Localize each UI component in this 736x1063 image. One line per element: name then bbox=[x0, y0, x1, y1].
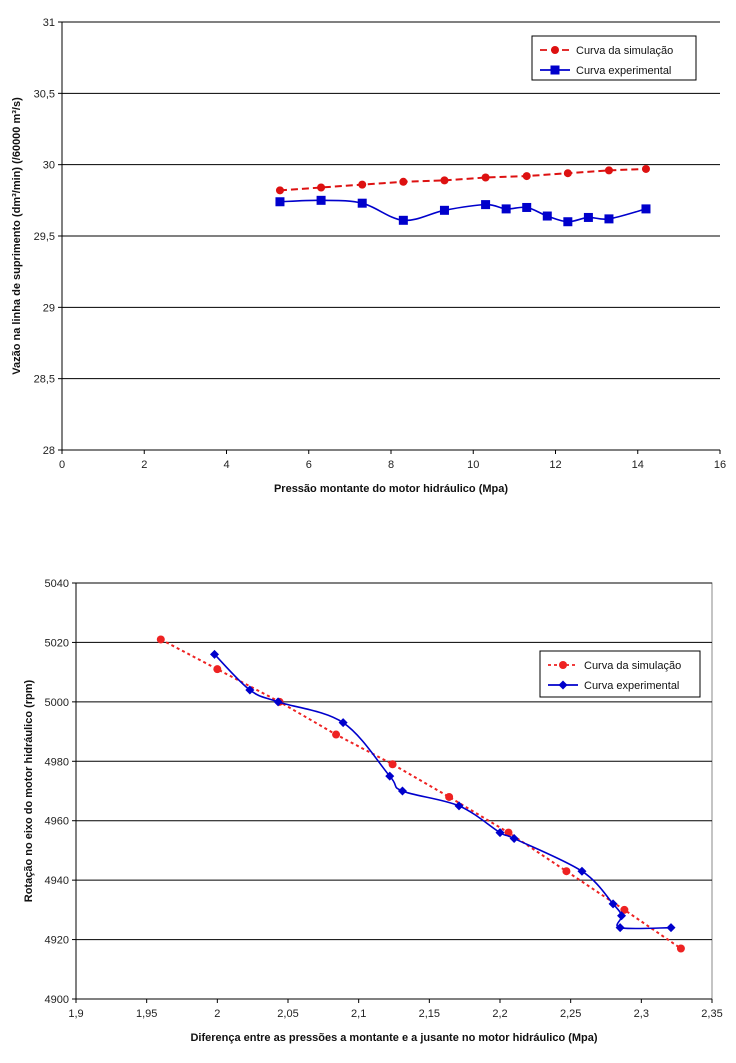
legend-label: Curva experimental bbox=[584, 680, 679, 692]
data-point-series-2 bbox=[641, 204, 651, 214]
data-point-series-2 bbox=[275, 197, 285, 207]
x-tick-label: 12 bbox=[549, 459, 561, 471]
y-tick-label: 29,5 bbox=[34, 231, 55, 243]
data-point-series-1 bbox=[676, 944, 685, 953]
data-point-series-2 bbox=[608, 899, 618, 909]
data-point-series-2 bbox=[397, 786, 407, 796]
data-point-series-1 bbox=[562, 867, 571, 876]
data-point-series-2 bbox=[439, 205, 449, 215]
flow-vs-pressure-chart: 28 28,5 29 29,5 30 30,5 31 0 2 4 6 8 10 12 14 16 Pressão… bbox=[11, 17, 726, 495]
data-point-series-2 bbox=[210, 649, 220, 659]
x-tick-label: 0 bbox=[59, 459, 65, 471]
data-point-series-2 bbox=[542, 211, 552, 221]
x-tick-label: 2,15 bbox=[419, 1008, 440, 1020]
y-axis-title: Vazão na linha de suprimento (dm³/min) (… bbox=[11, 97, 23, 375]
x-tick-label: 6 bbox=[306, 459, 312, 471]
x-axis-title: Pressão montante do motor hidráulico (Mp… bbox=[274, 483, 508, 495]
data-point-series-2 bbox=[385, 771, 395, 781]
y-tick-label: 4960 bbox=[45, 816, 69, 828]
y-tick-label: 30 bbox=[43, 160, 55, 172]
y-tick-label: 28 bbox=[43, 445, 55, 457]
data-point-series-1 bbox=[156, 635, 165, 644]
data-point-series-1 bbox=[620, 905, 629, 914]
legend-marker bbox=[558, 680, 568, 690]
x-tick-label: 2,25 bbox=[560, 1008, 581, 1020]
data-point-series-2 bbox=[563, 217, 573, 227]
series-line-1 bbox=[279, 167, 647, 192]
y-tick-label: 30,5 bbox=[34, 88, 55, 100]
rotation-vs-pressure-difference-chart: 4900 4920 4940 4960 4980 5000 5020 5040 1,9 1,95 2… bbox=[23, 578, 723, 1044]
legend-marker bbox=[550, 65, 560, 75]
data-point-series-1 bbox=[275, 186, 284, 195]
y-tick-label: 4940 bbox=[45, 875, 69, 887]
data-point-series-1 bbox=[399, 177, 408, 186]
x-tick-label: 2,35 bbox=[701, 1008, 722, 1020]
y-tick-label: 4980 bbox=[45, 756, 69, 768]
y-tick-label: 5000 bbox=[45, 697, 69, 709]
data-point-series-2 bbox=[316, 195, 326, 205]
data-point-series-2 bbox=[398, 215, 408, 225]
legend-marker bbox=[559, 661, 567, 669]
data-point-series-1 bbox=[440, 176, 449, 185]
x-tick-label: 1,95 bbox=[136, 1008, 157, 1020]
data-point-series-1 bbox=[481, 173, 490, 182]
data-point-series-2 bbox=[577, 866, 587, 876]
data-point-series-1 bbox=[388, 760, 397, 769]
data-point-series-2 bbox=[666, 923, 676, 933]
data-point-series-1 bbox=[317, 183, 326, 192]
data-point-series-2 bbox=[454, 801, 464, 811]
series-line-1 bbox=[160, 638, 682, 950]
x-tick-label: 16 bbox=[714, 459, 726, 471]
x-tick-label: 8 bbox=[388, 459, 394, 471]
x-tick-label: 14 bbox=[632, 459, 644, 471]
data-point-series-1 bbox=[445, 792, 454, 801]
x-tick-label: 10 bbox=[467, 459, 479, 471]
data-point-series-2 bbox=[338, 718, 348, 728]
x-axis-title: Diferença entre as pressões a montante e… bbox=[190, 1032, 597, 1044]
x-tick-label: 2 bbox=[214, 1008, 220, 1020]
y-tick-label: 4920 bbox=[45, 935, 69, 947]
y-tick-label: 5020 bbox=[45, 637, 69, 649]
x-tick-label: 4 bbox=[223, 459, 229, 471]
x-tick-label: 2,3 bbox=[634, 1008, 649, 1020]
data-point-series-2 bbox=[245, 685, 255, 695]
y-tick-label: 4900 bbox=[45, 994, 69, 1006]
x-tick-label: 2,2 bbox=[492, 1008, 507, 1020]
data-point-series-2 bbox=[357, 198, 367, 208]
data-point-series-1 bbox=[563, 169, 572, 178]
legend-label: Curva da simulação bbox=[576, 45, 673, 57]
legend-label: Curva da simulação bbox=[584, 660, 681, 672]
data-point-series-2 bbox=[615, 923, 625, 933]
y-axis-title: Rotação no eixo do motor hidráulico (rpm… bbox=[23, 679, 35, 902]
legend-marker bbox=[551, 46, 559, 54]
y-tick-label: 31 bbox=[43, 17, 55, 29]
data-point-series-1 bbox=[213, 665, 222, 674]
y-tick-label: 29 bbox=[43, 302, 55, 314]
legend-label: Curva experimental bbox=[576, 65, 671, 77]
y-tick-label: 28,5 bbox=[34, 374, 55, 386]
data-point-series-2 bbox=[509, 834, 519, 844]
data-point-series-2 bbox=[501, 204, 511, 214]
data-point-series-1 bbox=[358, 180, 367, 189]
x-tick-label: 2 bbox=[141, 459, 147, 471]
x-tick-label: 2,1 bbox=[351, 1008, 366, 1020]
data-point-series-1 bbox=[604, 166, 613, 175]
data-point-series-1 bbox=[641, 164, 650, 173]
data-point-series-2 bbox=[617, 911, 627, 921]
x-tick-label: 2,05 bbox=[277, 1008, 298, 1020]
y-tick-label: 5040 bbox=[45, 578, 69, 590]
data-point-series-2 bbox=[273, 697, 283, 707]
data-point-series-2 bbox=[583, 212, 593, 222]
data-point-series-2 bbox=[495, 828, 505, 838]
x-tick-label: 1,9 bbox=[68, 1008, 83, 1020]
data-point-series-1 bbox=[332, 730, 341, 739]
data-point-series-1 bbox=[522, 172, 531, 181]
data-point-series-2 bbox=[481, 200, 491, 210]
data-point-series-2 bbox=[604, 214, 614, 224]
legend-box bbox=[539, 650, 701, 698]
data-point-series-2 bbox=[522, 202, 532, 212]
